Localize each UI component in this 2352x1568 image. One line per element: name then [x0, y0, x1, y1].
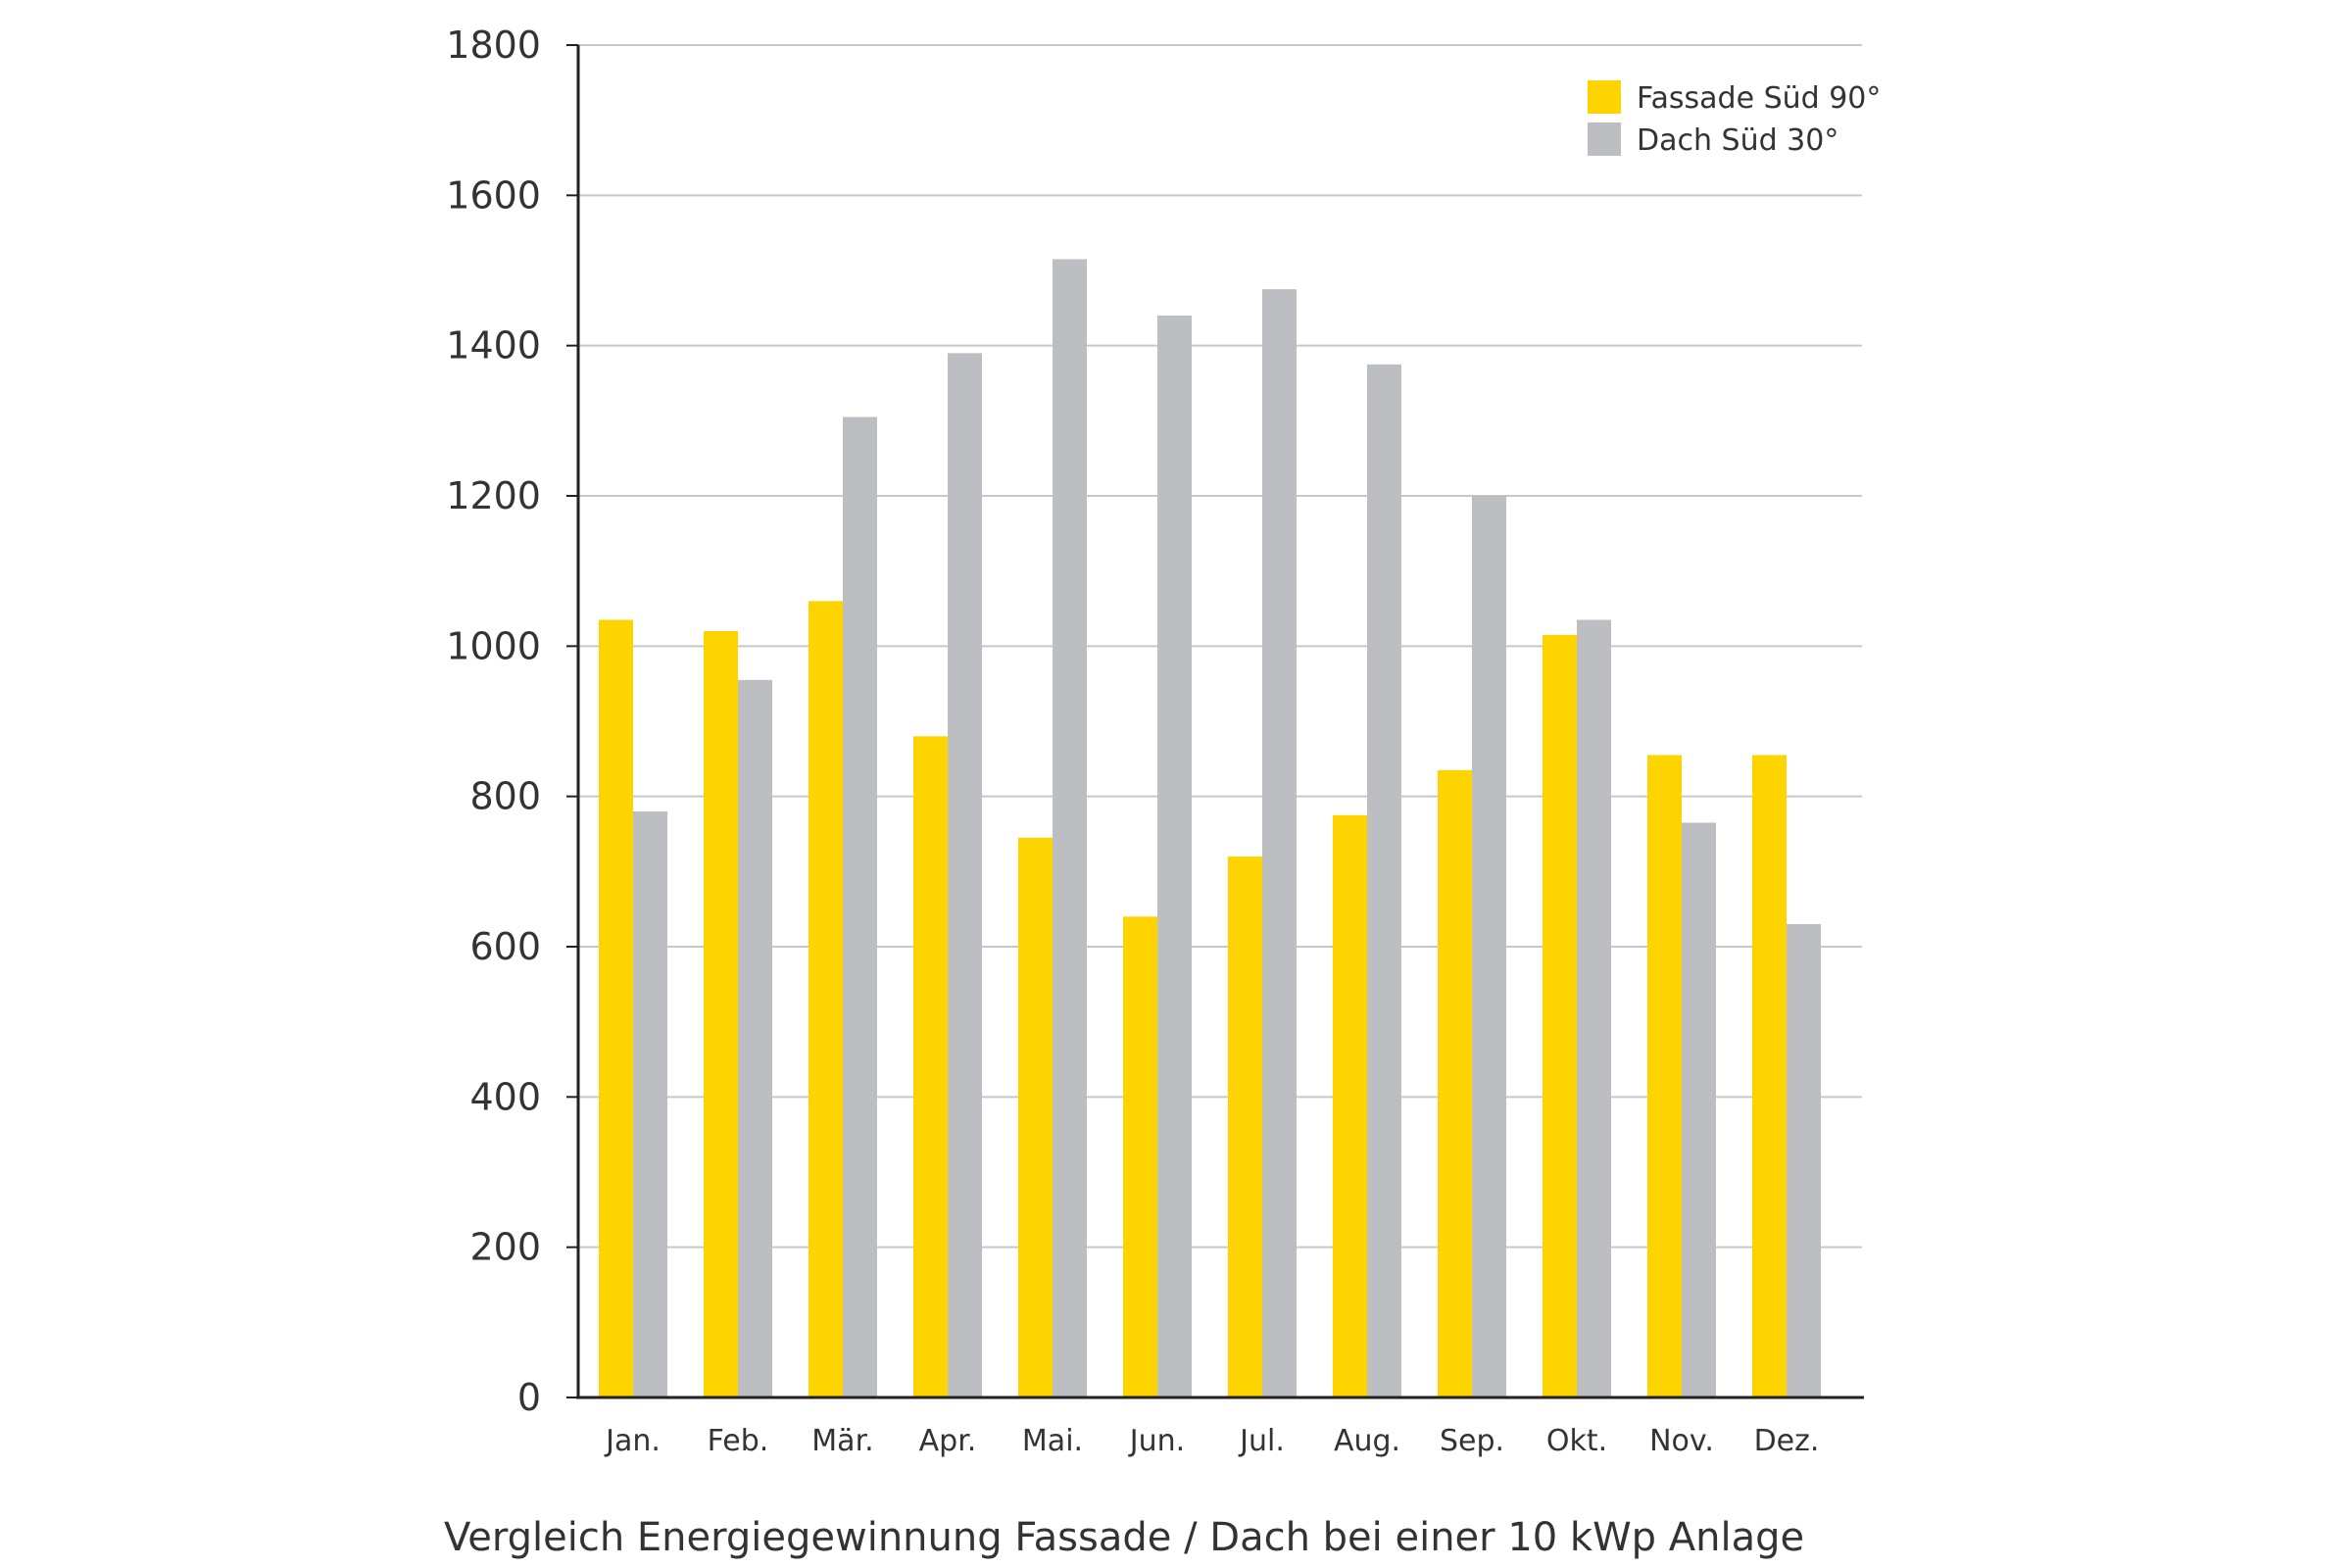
bar-dach [948, 353, 982, 1397]
bar-fassade [913, 736, 948, 1397]
y-tick-label: 600 [469, 925, 541, 968]
x-tick-label: Mai. [1022, 1424, 1083, 1458]
bar-fassade [808, 601, 843, 1397]
x-tick-label: Okt. [1546, 1424, 1607, 1458]
gridlines [578, 44, 1862, 1249]
y-tick-label: 1800 [446, 24, 541, 67]
x-tick-label: Aug. [1334, 1424, 1400, 1458]
y-tick-label: 1000 [446, 624, 541, 667]
y-tick-label: 400 [469, 1075, 541, 1118]
y-tick-label: 1600 [446, 173, 541, 217]
y-tick-label: 800 [469, 775, 541, 818]
bar-dach [1157, 316, 1192, 1397]
x-tick-label: Jun. [1128, 1424, 1185, 1458]
bar-dach [1472, 496, 1506, 1397]
bar-fassade [599, 619, 633, 1397]
bar-fassade [1018, 837, 1053, 1397]
bar-fassade [1333, 814, 1367, 1397]
y-tick-label: 0 [517, 1376, 541, 1419]
x-tick-label: Dez. [1754, 1424, 1820, 1458]
bar-dach [1787, 924, 1821, 1397]
legend-label-fassade: Fassade Süd 90° [1637, 81, 1881, 116]
bar-dach [738, 679, 772, 1397]
y-axis-ticks: 0 200 400 600 800 1000 1200 1400 1600 1800 [446, 24, 578, 1419]
bar-fassade [1438, 769, 1472, 1397]
x-tick-label: Sep. [1440, 1424, 1504, 1458]
legend: Fassade Süd 90° Dach Süd 30° [1588, 80, 1881, 158]
bar-dach [1577, 619, 1611, 1397]
x-tick-label: Feb. [708, 1424, 769, 1458]
x-tick-label: Mär. [811, 1424, 873, 1458]
x-tick-label: Jan. [604, 1424, 661, 1458]
bar-fassade [1543, 634, 1577, 1397]
y-tick-label: 1200 [446, 474, 541, 517]
legend-swatch-fassade [1588, 80, 1621, 114]
x-tick-label: Apr. [919, 1424, 977, 1458]
bar-dach [1053, 259, 1087, 1397]
bar-fassade [1647, 755, 1682, 1397]
legend-swatch-dach [1588, 122, 1621, 156]
x-axis-ticks: Jan. Feb. Mär. Apr. Mai. Jun. Jul. Aug. Sep. Okt.… [604, 1424, 1819, 1458]
x-tick-label: Jul. [1238, 1424, 1285, 1458]
bar-dach [1682, 822, 1716, 1397]
bars [599, 259, 1821, 1398]
y-tick-label: 1400 [446, 324, 541, 368]
bar-dach [843, 416, 877, 1397]
bar-fassade [704, 631, 738, 1397]
y-tick-label: 200 [469, 1226, 541, 1269]
chart-caption: Vergleich Energiegewinnung Fassade / Dac… [444, 1515, 1804, 1560]
bar-dach [1262, 289, 1297, 1398]
legend-label-dach: Dach Süd 30° [1637, 123, 1838, 158]
bar-fassade [1123, 916, 1157, 1397]
x-tick-label: Nov. [1649, 1424, 1714, 1458]
bar-fassade [1752, 755, 1787, 1397]
bar-fassade [1228, 857, 1262, 1397]
bar-dach [633, 811, 667, 1397]
bar-dach [1367, 364, 1401, 1397]
